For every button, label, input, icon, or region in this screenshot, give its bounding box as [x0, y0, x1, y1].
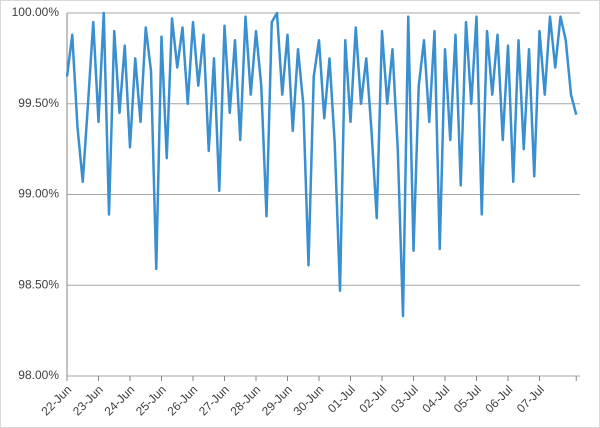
y-tick-label: 99.00% [18, 187, 59, 201]
data-line [65, 11, 578, 318]
y-tick-label: 98.50% [18, 277, 59, 291]
y-tick-label: 99.50% [18, 96, 59, 110]
y-tick-label: 100.00% [12, 5, 60, 19]
y-tick-label: 98.00% [18, 368, 59, 382]
